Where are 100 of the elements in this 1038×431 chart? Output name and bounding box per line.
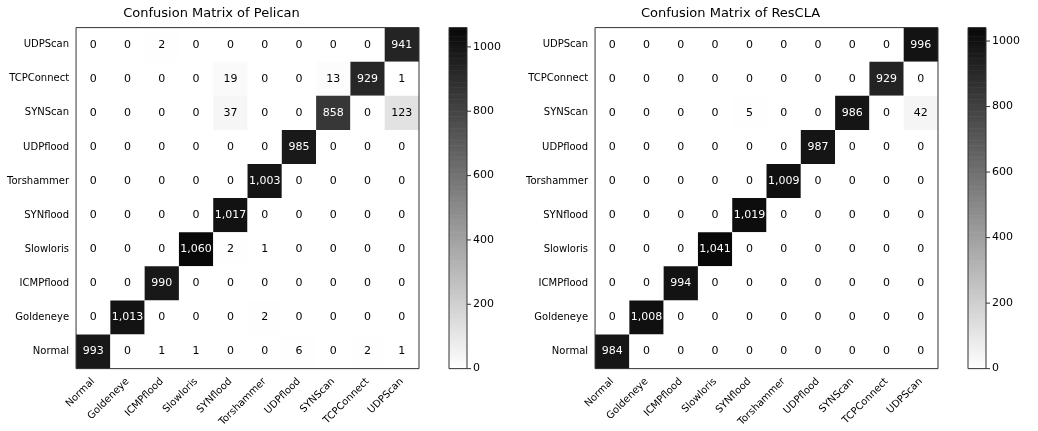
data-label: 1,013 bbox=[111, 310, 144, 324]
data-label: 0 bbox=[295, 105, 303, 119]
data-label: 42 bbox=[913, 105, 928, 119]
data-label: 0 bbox=[608, 310, 616, 324]
y-tick-label: Normal bbox=[32, 345, 70, 357]
y-tick-label: Goldeneye bbox=[534, 311, 589, 323]
data-label: 0 bbox=[677, 71, 685, 85]
data-label: 993 bbox=[82, 344, 104, 358]
data-label: 0 bbox=[329, 173, 337, 187]
data-label: 0 bbox=[814, 310, 822, 324]
data-label: 0 bbox=[89, 208, 97, 222]
y-tick-label: SYNScan bbox=[543, 106, 589, 118]
data-label: 0 bbox=[677, 139, 685, 153]
data-label: 0 bbox=[677, 173, 685, 187]
data-label: 0 bbox=[158, 208, 166, 222]
color-bar-label: 200 bbox=[473, 297, 494, 311]
y-tick-label: Goldeneye bbox=[15, 311, 70, 323]
data-label: 0 bbox=[780, 242, 788, 256]
data-label: 0 bbox=[364, 208, 372, 222]
data-label: 0 bbox=[295, 37, 303, 51]
y-tick-label: UDPScan bbox=[542, 38, 589, 50]
y-tick-label: SYNflood bbox=[24, 208, 70, 220]
data-label: 0 bbox=[917, 310, 925, 324]
data-label: 0 bbox=[192, 105, 200, 119]
data-label: 0 bbox=[814, 71, 822, 85]
data-label: 37 bbox=[223, 105, 238, 119]
data-label: 0 bbox=[295, 310, 303, 324]
data-label: 0 bbox=[364, 276, 372, 290]
data-label: 0 bbox=[814, 276, 822, 290]
data-label: 0 bbox=[711, 310, 719, 324]
data-label: 0 bbox=[780, 276, 788, 290]
data-label: 1,019 bbox=[733, 208, 766, 222]
data-label: 994 bbox=[670, 276, 692, 290]
y-tick-label: Slowloris bbox=[543, 242, 589, 254]
chart-title: Confusion Matrix of Pelican bbox=[123, 5, 300, 21]
data-label: 0 bbox=[329, 242, 337, 256]
data-label: 0 bbox=[711, 208, 719, 222]
data-label: 0 bbox=[711, 105, 719, 119]
data-label: 0 bbox=[364, 139, 372, 153]
data-label: 0 bbox=[848, 276, 856, 290]
data-label: 985 bbox=[288, 139, 310, 153]
data-label: 0 bbox=[814, 242, 822, 256]
data-label: 2 bbox=[364, 344, 372, 358]
data-label: 19 bbox=[223, 71, 238, 85]
data-label: 2 bbox=[261, 310, 269, 324]
data-label: 0 bbox=[848, 310, 856, 324]
data-label: 0 bbox=[226, 173, 234, 187]
data-label: 0 bbox=[643, 208, 650, 222]
y-tick-label: ICMPflood bbox=[538, 276, 589, 288]
data-label: 0 bbox=[398, 276, 406, 290]
data-label: 0 bbox=[158, 242, 166, 256]
data-label: 0 bbox=[883, 139, 891, 153]
y-tick-label: UDPflood bbox=[23, 140, 70, 152]
data-label: 0 bbox=[124, 37, 131, 51]
data-label: 0 bbox=[745, 310, 753, 324]
data-label: 1,008 bbox=[630, 310, 663, 324]
data-label: 0 bbox=[848, 344, 856, 358]
data-label: 0 bbox=[814, 208, 822, 222]
color-bar-label: 1000 bbox=[473, 39, 501, 53]
data-label: 0 bbox=[192, 139, 200, 153]
data-label: 941 bbox=[391, 37, 413, 51]
data-label: 929 bbox=[357, 71, 379, 85]
color-bar-label: 1000 bbox=[992, 33, 1020, 47]
data-label: 2 bbox=[226, 242, 234, 256]
data-label: 0 bbox=[677, 344, 685, 358]
data-label: 0 bbox=[295, 71, 303, 85]
color-bar-label: 800 bbox=[473, 104, 494, 118]
data-label: 0 bbox=[780, 139, 788, 153]
data-label: 0 bbox=[329, 37, 337, 51]
data-label: 0 bbox=[677, 242, 685, 256]
data-label: 0 bbox=[608, 276, 616, 290]
data-label: 0 bbox=[643, 173, 650, 187]
data-label: 2 bbox=[158, 37, 166, 51]
data-label: 0 bbox=[89, 139, 97, 153]
data-label: 0 bbox=[261, 139, 269, 153]
y-tick-label: UDPScan bbox=[23, 38, 70, 50]
data-label: 1,017 bbox=[214, 208, 247, 222]
data-label: 0 bbox=[643, 71, 650, 85]
data-label: 0 bbox=[883, 208, 891, 222]
data-label: 0 bbox=[124, 242, 131, 256]
data-label: 0 bbox=[192, 276, 200, 290]
data-label: 0 bbox=[329, 344, 337, 358]
data-label: 986 bbox=[841, 105, 863, 119]
data-label: 0 bbox=[780, 105, 788, 119]
data-label: 0 bbox=[226, 310, 234, 324]
data-label: 0 bbox=[364, 37, 372, 51]
data-label: 0 bbox=[89, 105, 97, 119]
data-label: 1 bbox=[398, 344, 406, 358]
data-label: 0 bbox=[364, 173, 372, 187]
data-label: 0 bbox=[261, 105, 269, 119]
data-label: 0 bbox=[883, 344, 891, 358]
data-label: 984 bbox=[601, 344, 623, 358]
color-bar-label: 600 bbox=[473, 168, 494, 182]
data-label: 996 bbox=[910, 37, 932, 51]
data-label: 0 bbox=[848, 71, 856, 85]
data-label: 0 bbox=[643, 344, 650, 358]
data-label: 0 bbox=[745, 276, 753, 290]
y-tick-label: SYNScan bbox=[24, 106, 70, 118]
data-label: 0 bbox=[883, 276, 891, 290]
data-label: 0 bbox=[848, 208, 856, 222]
